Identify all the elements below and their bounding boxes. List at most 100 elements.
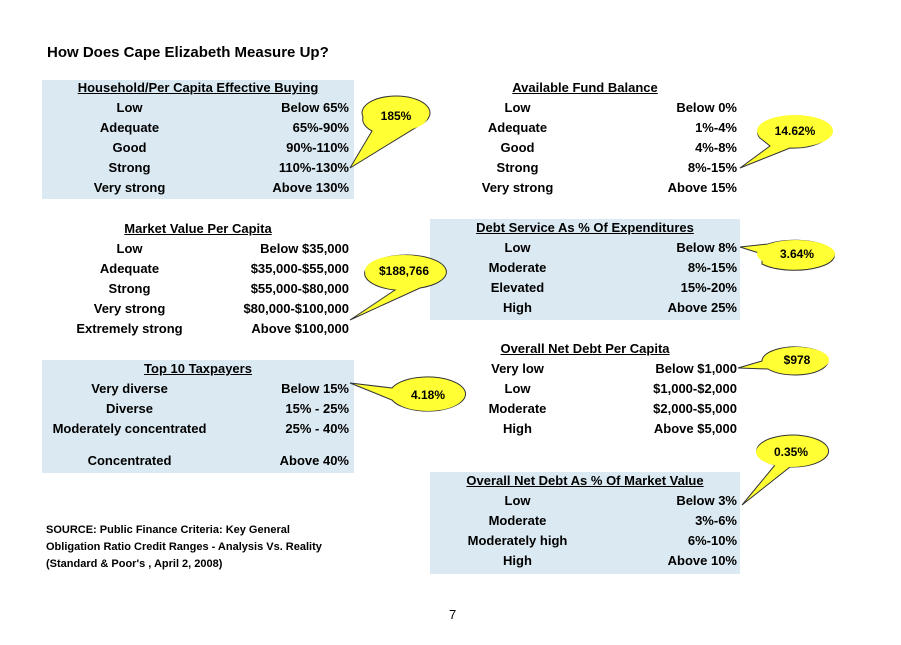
row-label: Adequate: [99, 261, 160, 276]
row-range: Below 3%: [676, 493, 737, 508]
net-debt-market-row: Moderate 3%-6%: [430, 513, 740, 533]
row-label: Moderately high: [467, 533, 568, 548]
row-range: Below 8%: [676, 240, 737, 255]
row-label: High: [503, 553, 532, 568]
row-range: 6%-10%: [687, 533, 737, 548]
row-range: 8%-15%: [687, 260, 737, 275]
household-panel: Household/Per Capita Effective Buying Lo…: [42, 80, 354, 199]
row-range: Above 40%: [279, 453, 349, 468]
row-range: 8%-15%: [687, 160, 737, 175]
market-value-row: Extremely strong Above $100,000: [42, 321, 354, 341]
net-debt-capita-row: Very low Below $1,000: [430, 361, 740, 381]
fund-balance-title: Available Fund Balance: [512, 80, 658, 95]
row-range: $80,000-$100,000: [243, 301, 349, 316]
row-range: Below 0%: [676, 100, 737, 115]
taxpayers-row: Very diverse Below 15%: [42, 381, 354, 401]
row-label: Very strong: [93, 301, 166, 316]
source-note: SOURCE: Public Finance Criteria: Key Gen…: [46, 522, 376, 573]
debt-service-row: Moderate 8%-15%: [430, 260, 740, 280]
market-value-panel: Market Value Per Capita Low Below $35,000…: [42, 221, 354, 340]
row-range: Above 130%: [272, 180, 349, 195]
row-label: Low: [504, 100, 531, 115]
row-range: 4%-8%: [695, 140, 737, 155]
market-value-row: Adequate $35,000-$55,000: [42, 261, 354, 281]
taxpayers-panel: Top 10 Taxpayers Very diverse Below 15% D…: [42, 360, 354, 473]
row-label: Very strong: [481, 180, 554, 195]
callout-net-debt-market: 0.35%: [773, 445, 809, 459]
row-range: $55,000-$80,000: [250, 281, 349, 296]
market-value-row: Very strong $80,000-$100,000: [42, 301, 354, 321]
taxpayers-row: Diverse 15% - 25%: [42, 401, 354, 421]
row-label: Adequate: [99, 120, 160, 135]
household-row: Low Below 65%: [42, 100, 354, 120]
debt-service-row: High Above 25%: [430, 300, 740, 320]
net-debt-market-title: Overall Net Debt As % Of Market Value: [466, 473, 704, 488]
row-label: Elevated: [490, 280, 545, 295]
row-range: 1%-4%: [695, 120, 737, 135]
taxpayers-row: Moderately concentrated 25% - 40%: [42, 421, 354, 441]
row-range: 15% - 25%: [285, 401, 349, 416]
callout-market-value: $188,766: [378, 264, 430, 278]
net-debt-capita-row: Low $1,000-$2,000: [430, 381, 740, 401]
row-range: Below 15%: [281, 381, 349, 396]
net-debt-capita-title: Overall Net Debt Per Capita: [500, 341, 670, 356]
market-value-row: Strong $55,000-$80,000: [42, 281, 354, 301]
row-range: Below $1,000: [655, 361, 737, 376]
household-row: Strong 110%-130%: [42, 160, 354, 180]
row-range: Above 25%: [667, 300, 737, 315]
household-row: Good 90%-110%: [42, 140, 354, 160]
callout-net-debt-capita: $978: [783, 353, 811, 367]
row-range: Above $100,000: [251, 321, 349, 336]
row-label: Good: [112, 140, 147, 155]
row-label: High: [503, 421, 532, 436]
row-range: 65%-90%: [292, 120, 349, 135]
debt-service-row: Low Below 8%: [430, 240, 740, 260]
callout-taxpayers: 4.18%: [410, 388, 446, 402]
row-label: Concentrated: [87, 453, 172, 468]
fund-balance-row: Strong 8%-15%: [430, 160, 740, 180]
row-label: Moderate: [488, 513, 547, 528]
row-range: $35,000-$55,000: [250, 261, 349, 276]
row-label: Low: [504, 240, 531, 255]
net-debt-market-panel: Overall Net Debt As % Of Market Value Lo…: [430, 472, 740, 574]
household-row: Very strong Above 130%: [42, 180, 354, 200]
row-range: 90%-110%: [286, 140, 349, 155]
debt-service-title: Debt Service As % Of Expenditures: [476, 220, 694, 235]
row-range: Above 10%: [667, 553, 737, 568]
row-label: Strong: [108, 160, 151, 175]
row-label: Extremely strong: [76, 321, 183, 336]
row-range: 25% - 40%: [285, 421, 349, 436]
net-debt-capita-panel: Overall Net Debt Per Capita Very low Belo…: [430, 340, 740, 440]
fund-balance-row: Good 4%-8%: [430, 140, 740, 160]
callout-household: 185%: [380, 109, 412, 123]
row-range: Above $5,000: [653, 421, 737, 436]
row-label: Low: [116, 100, 143, 115]
fund-balance-row: Adequate 1%-4%: [430, 120, 740, 140]
net-debt-capita-row: High Above $5,000: [430, 421, 740, 441]
row-label: Good: [500, 140, 535, 155]
fund-balance-row: Very strong Above 15%: [430, 180, 740, 200]
callout-debt-service: 3.64%: [779, 247, 815, 261]
row-range: $1,000-$2,000: [653, 381, 737, 396]
market-value-row: Low Below $35,000: [42, 241, 354, 261]
source-line: Obligation Ratio Credit Ranges - Analysi…: [46, 541, 322, 553]
row-label: Low: [504, 493, 531, 508]
row-label: Low: [116, 241, 143, 256]
row-label: Adequate: [487, 120, 548, 135]
row-range: 110%-130%: [278, 160, 349, 175]
row-range: $2,000-$5,000: [653, 401, 737, 416]
row-label: Diverse: [106, 401, 153, 416]
net-debt-capita-row: Moderate $2,000-$5,000: [430, 401, 740, 421]
row-range: 3%-6%: [695, 513, 737, 528]
row-range: Below 65%: [281, 100, 349, 115]
page-number: 7: [449, 607, 457, 622]
row-label: Moderately concentrated: [52, 421, 207, 436]
row-label: Moderate: [488, 401, 547, 416]
net-debt-market-row: Moderately high 6%-10%: [430, 533, 740, 553]
row-range: Below $35,000: [260, 241, 349, 256]
fund-balance-panel: Available Fund Balance Low Below 0% Adequ…: [430, 80, 740, 199]
row-label: Very low: [491, 361, 544, 376]
fund-balance-row: Low Below 0%: [430, 100, 740, 120]
market-value-title: Market Value Per Capita: [124, 221, 272, 236]
debt-service-panel: Debt Service As % Of Expenditures Low Bel…: [430, 219, 740, 320]
